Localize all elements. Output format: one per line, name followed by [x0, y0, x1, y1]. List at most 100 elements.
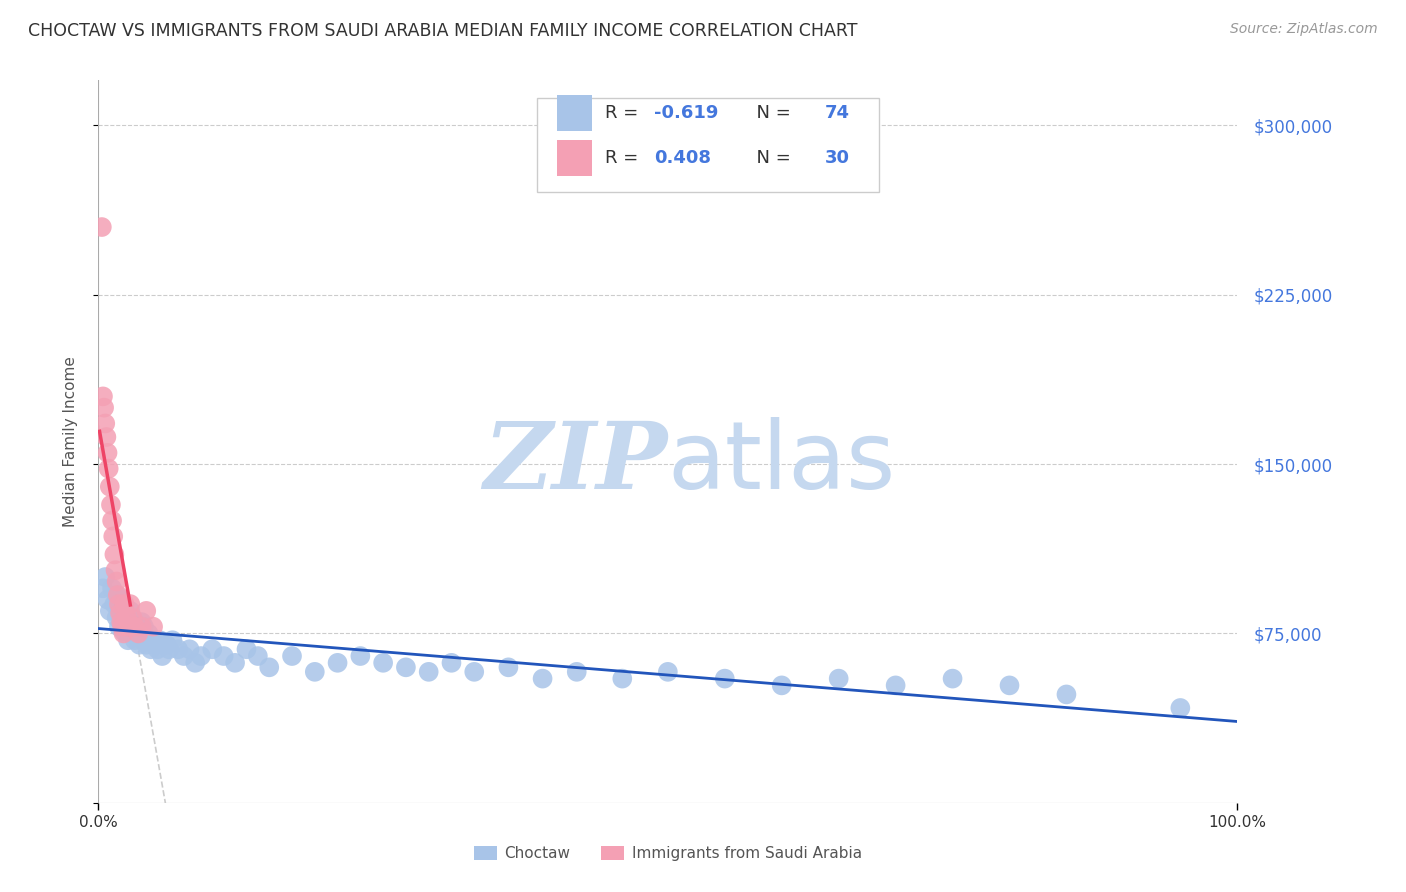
- Point: [115, 610, 138, 624]
- Point: [93, 401, 115, 415]
- Point: [326, 656, 349, 670]
- Point: [96, 430, 118, 444]
- Point: [531, 672, 554, 686]
- Point: [156, 638, 179, 652]
- Point: [108, 597, 131, 611]
- Text: N =: N =: [745, 103, 797, 122]
- Point: [884, 678, 907, 692]
- Point: [498, 660, 520, 674]
- FancyBboxPatch shape: [537, 98, 879, 193]
- Point: [371, 656, 394, 670]
- Point: [149, 633, 172, 648]
- Point: [132, 633, 155, 648]
- Point: [146, 642, 169, 657]
- Legend: Choctaw, Immigrants from Saudi Arabia: Choctaw, Immigrants from Saudi Arabia: [468, 840, 868, 867]
- Point: [110, 615, 132, 630]
- Point: [101, 514, 124, 528]
- Text: R =: R =: [605, 149, 644, 168]
- Text: Source: ZipAtlas.com: Source: ZipAtlas.com: [1230, 22, 1378, 37]
- Point: [112, 604, 135, 618]
- Point: [246, 648, 269, 663]
- Point: [105, 610, 128, 624]
- Point: [97, 461, 120, 475]
- Point: [110, 615, 132, 630]
- Point: [173, 648, 195, 663]
- Text: 74: 74: [825, 103, 851, 122]
- Point: [101, 582, 124, 596]
- Point: [714, 672, 737, 686]
- Point: [124, 633, 146, 648]
- Point: [135, 604, 157, 618]
- Point: [157, 642, 180, 657]
- Point: [259, 660, 281, 674]
- Point: [124, 620, 146, 634]
- Point: [145, 638, 167, 652]
- Point: [120, 597, 142, 611]
- Point: [281, 648, 304, 663]
- Point: [150, 648, 173, 663]
- Point: [94, 417, 117, 431]
- Point: [190, 648, 212, 663]
- Point: [657, 665, 679, 679]
- Point: [94, 570, 117, 584]
- Point: [117, 633, 139, 648]
- Point: [139, 642, 162, 657]
- Point: [212, 648, 235, 663]
- Point: [184, 656, 207, 670]
- Point: [117, 620, 139, 634]
- Text: atlas: atlas: [668, 417, 896, 509]
- Point: [167, 642, 190, 657]
- Point: [131, 615, 153, 630]
- Text: 30: 30: [825, 149, 851, 168]
- Point: [91, 389, 114, 403]
- Point: [770, 678, 793, 692]
- Point: [104, 563, 127, 577]
- Point: [108, 620, 131, 634]
- Point: [440, 656, 463, 670]
- Point: [114, 597, 136, 611]
- Point: [1170, 701, 1192, 715]
- Point: [463, 665, 485, 679]
- Point: [127, 629, 149, 643]
- Text: R =: R =: [605, 103, 644, 122]
- Point: [612, 672, 634, 686]
- Point: [162, 633, 184, 648]
- Point: [565, 665, 588, 679]
- Point: [90, 220, 112, 235]
- Point: [138, 626, 160, 640]
- Text: ZIP: ZIP: [484, 418, 668, 508]
- Point: [120, 604, 142, 618]
- Point: [127, 626, 149, 640]
- Point: [131, 624, 153, 639]
- Point: [103, 597, 125, 611]
- Point: [114, 620, 136, 634]
- Point: [115, 610, 138, 624]
- Point: [142, 620, 165, 634]
- Point: [395, 660, 418, 674]
- Point: [98, 480, 121, 494]
- Point: [98, 604, 121, 618]
- Y-axis label: Median Family Income: Median Family Income: [63, 356, 77, 527]
- Point: [124, 615, 146, 630]
- Point: [135, 638, 157, 652]
- Point: [105, 574, 128, 589]
- Text: 0.408: 0.408: [654, 149, 711, 168]
- Point: [111, 620, 134, 634]
- Point: [131, 620, 153, 634]
- Point: [108, 606, 131, 620]
- Point: [942, 672, 965, 686]
- Point: [96, 446, 118, 460]
- Point: [105, 588, 128, 602]
- Point: [201, 642, 224, 657]
- Point: [1054, 687, 1078, 701]
- Point: [418, 665, 440, 679]
- Text: N =: N =: [745, 149, 797, 168]
- Point: [103, 548, 125, 562]
- Point: [828, 672, 851, 686]
- Text: CHOCTAW VS IMMIGRANTS FROM SAUDI ARABIA MEDIAN FAMILY INCOME CORRELATION CHART: CHOCTAW VS IMMIGRANTS FROM SAUDI ARABIA …: [28, 22, 858, 40]
- Text: -0.619: -0.619: [654, 103, 718, 122]
- Point: [96, 592, 118, 607]
- Point: [132, 620, 155, 634]
- Point: [110, 592, 132, 607]
- Point: [127, 620, 149, 634]
